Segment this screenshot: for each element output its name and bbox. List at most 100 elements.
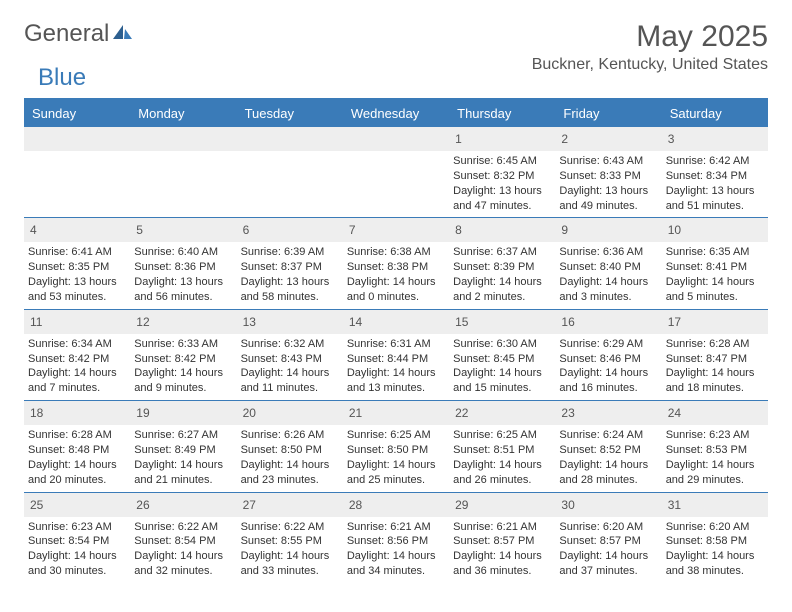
sunset-text: Sunset: 8:58 PM bbox=[666, 534, 764, 549]
day-cell: 13Sunrise: 6:32 AMSunset: 8:43 PMDayligh… bbox=[237, 310, 343, 400]
daylight-text: Daylight: 14 hours and 34 minutes. bbox=[347, 549, 445, 579]
sunset-text: Sunset: 8:56 PM bbox=[347, 534, 445, 549]
calendar-header-row: Sunday Monday Tuesday Wednesday Thursday… bbox=[24, 100, 768, 127]
daylight-text: Daylight: 14 hours and 26 minutes. bbox=[453, 458, 551, 488]
day-number: 4 bbox=[30, 223, 37, 237]
day-number: 18 bbox=[30, 406, 43, 420]
day-number-row bbox=[237, 127, 343, 151]
sunrise-text: Sunrise: 6:28 AM bbox=[28, 428, 126, 443]
day-number: 14 bbox=[349, 315, 362, 329]
daylight-text: Daylight: 14 hours and 33 minutes. bbox=[241, 549, 339, 579]
sunset-text: Sunset: 8:37 PM bbox=[241, 260, 339, 275]
sunrise-text: Sunrise: 6:22 AM bbox=[134, 520, 232, 535]
daylight-text: Daylight: 14 hours and 29 minutes. bbox=[666, 458, 764, 488]
sunset-text: Sunset: 8:54 PM bbox=[28, 534, 126, 549]
sunset-text: Sunset: 8:39 PM bbox=[453, 260, 551, 275]
day-cell: 20 Sunrise: 6:26 AMSunset: 8:50 PMDayligh… bbox=[237, 401, 343, 491]
week-row: 1 Sunrise: 6:45 AMSunset: 8:32 PMDaylight… bbox=[24, 127, 768, 217]
daylight-text: Daylight: 14 hours and 15 minutes. bbox=[453, 366, 551, 396]
sunset-text: Sunset: 8:51 PM bbox=[453, 443, 551, 458]
sunset-text: Sunset: 8:38 PM bbox=[347, 260, 445, 275]
logo-text-blue: Blue bbox=[38, 64, 86, 92]
sunrise-text: Sunrise: 6:43 AM bbox=[559, 154, 657, 169]
day-cell bbox=[237, 127, 343, 217]
sunset-text: Sunset: 8:50 PM bbox=[347, 443, 445, 458]
daylight-text: Daylight: 14 hours and 38 minutes. bbox=[666, 549, 764, 579]
day-number: 24 bbox=[668, 406, 681, 420]
day-number: 31 bbox=[668, 498, 681, 512]
sunset-text: Sunset: 8:50 PM bbox=[241, 443, 339, 458]
day-number-row bbox=[24, 127, 130, 151]
sunrise-text: Sunrise: 6:23 AM bbox=[28, 520, 126, 535]
day-number: 23 bbox=[561, 406, 574, 420]
day-cell: 27Sunrise: 6:22 AMSunset: 8:55 PMDayligh… bbox=[237, 493, 343, 583]
day-number-row: 22 bbox=[449, 401, 555, 425]
day-number: 12 bbox=[136, 315, 149, 329]
day-number-row: 1 bbox=[449, 127, 555, 151]
sunrise-text: Sunrise: 6:45 AM bbox=[453, 154, 551, 169]
sunrise-text: Sunrise: 6:35 AM bbox=[666, 245, 764, 260]
day-number: 21 bbox=[349, 406, 362, 420]
day-cell: 7Sunrise: 6:38 AMSunset: 8:38 PMDaylight… bbox=[343, 218, 449, 308]
day-number-row: 2 bbox=[555, 127, 661, 151]
title-block: May 2025 Buckner, Kentucky, United State… bbox=[532, 20, 768, 74]
day-cell: 15Sunrise: 6:30 AMSunset: 8:45 PMDayligh… bbox=[449, 310, 555, 400]
daylight-text: Daylight: 14 hours and 5 minutes. bbox=[666, 275, 764, 305]
daylight-text: Daylight: 14 hours and 25 minutes. bbox=[347, 458, 445, 488]
day-cell: 16Sunrise: 6:29 AMSunset: 8:46 PMDayligh… bbox=[555, 310, 661, 400]
sunset-text: Sunset: 8:43 PM bbox=[241, 352, 339, 367]
day-cell: 29Sunrise: 6:21 AMSunset: 8:57 PMDayligh… bbox=[449, 493, 555, 583]
daylight-text: Daylight: 14 hours and 23 minutes. bbox=[241, 458, 339, 488]
daylight-text: Daylight: 14 hours and 7 minutes. bbox=[28, 366, 126, 396]
sunrise-text: Sunrise: 6:37 AM bbox=[453, 245, 551, 260]
sunrise-text: Sunrise: 6:23 AM bbox=[666, 428, 764, 443]
day-cell bbox=[24, 127, 130, 217]
daylight-text: Daylight: 14 hours and 20 minutes. bbox=[28, 458, 126, 488]
sunrise-text: Sunrise: 6:32 AM bbox=[241, 337, 339, 352]
day-number-row bbox=[343, 127, 449, 151]
sunrise-text: Sunrise: 6:26 AM bbox=[241, 428, 339, 443]
day-number-row: 16 bbox=[555, 310, 661, 334]
day-number: 1 bbox=[455, 132, 462, 146]
day-number: 25 bbox=[30, 498, 43, 512]
sunset-text: Sunset: 8:35 PM bbox=[28, 260, 126, 275]
daylight-text: Daylight: 13 hours and 53 minutes. bbox=[28, 275, 126, 305]
day-number-row: 20 bbox=[237, 401, 343, 425]
week-row: 25Sunrise: 6:23 AMSunset: 8:54 PMDayligh… bbox=[24, 492, 768, 583]
day-number-row: 19 bbox=[130, 401, 236, 425]
sunrise-text: Sunrise: 6:22 AM bbox=[241, 520, 339, 535]
day-cell: 10Sunrise: 6:35 AMSunset: 8:41 PMDayligh… bbox=[662, 218, 768, 308]
header-tuesday: Tuesday bbox=[237, 100, 343, 127]
day-cell bbox=[343, 127, 449, 217]
sunrise-text: Sunrise: 6:20 AM bbox=[666, 520, 764, 535]
logo-text-general: General bbox=[24, 20, 109, 48]
daylight-text: Daylight: 13 hours and 47 minutes. bbox=[453, 184, 551, 214]
day-number-row: 4 bbox=[24, 218, 130, 242]
sunrise-text: Sunrise: 6:29 AM bbox=[559, 337, 657, 352]
day-number: 29 bbox=[455, 498, 468, 512]
day-number: 17 bbox=[668, 315, 681, 329]
sunset-text: Sunset: 8:57 PM bbox=[559, 534, 657, 549]
daylight-text: Daylight: 14 hours and 11 minutes. bbox=[241, 366, 339, 396]
day-cell: 8Sunrise: 6:37 AMSunset: 8:39 PMDaylight… bbox=[449, 218, 555, 308]
day-cell: 17Sunrise: 6:28 AMSunset: 8:47 PMDayligh… bbox=[662, 310, 768, 400]
header-sunday: Sunday bbox=[24, 100, 130, 127]
sunrise-text: Sunrise: 6:20 AM bbox=[559, 520, 657, 535]
sunset-text: Sunset: 8:47 PM bbox=[666, 352, 764, 367]
daylight-text: Daylight: 14 hours and 9 minutes. bbox=[134, 366, 232, 396]
day-number: 2 bbox=[561, 132, 568, 146]
day-number-row: 18 bbox=[24, 401, 130, 425]
day-cell: 21Sunrise: 6:25 AMSunset: 8:50 PMDayligh… bbox=[343, 401, 449, 491]
sunset-text: Sunset: 8:32 PM bbox=[453, 169, 551, 184]
day-cell: 22Sunrise: 6:25 AMSunset: 8:51 PMDayligh… bbox=[449, 401, 555, 491]
daylight-text: Daylight: 14 hours and 30 minutes. bbox=[28, 549, 126, 579]
day-number-row: 6 bbox=[237, 218, 343, 242]
header-wednesday: Wednesday bbox=[343, 100, 449, 127]
daylight-text: Daylight: 14 hours and 16 minutes. bbox=[559, 366, 657, 396]
day-number: 8 bbox=[455, 223, 462, 237]
day-number-row: 27 bbox=[237, 493, 343, 517]
sunrise-text: Sunrise: 6:42 AM bbox=[666, 154, 764, 169]
sunrise-text: Sunrise: 6:30 AM bbox=[453, 337, 551, 352]
sunrise-text: Sunrise: 6:21 AM bbox=[347, 520, 445, 535]
sunset-text: Sunset: 8:49 PM bbox=[134, 443, 232, 458]
